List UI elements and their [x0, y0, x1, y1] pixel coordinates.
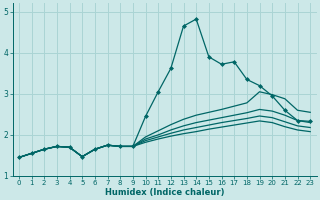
- X-axis label: Humidex (Indice chaleur): Humidex (Indice chaleur): [105, 188, 224, 197]
